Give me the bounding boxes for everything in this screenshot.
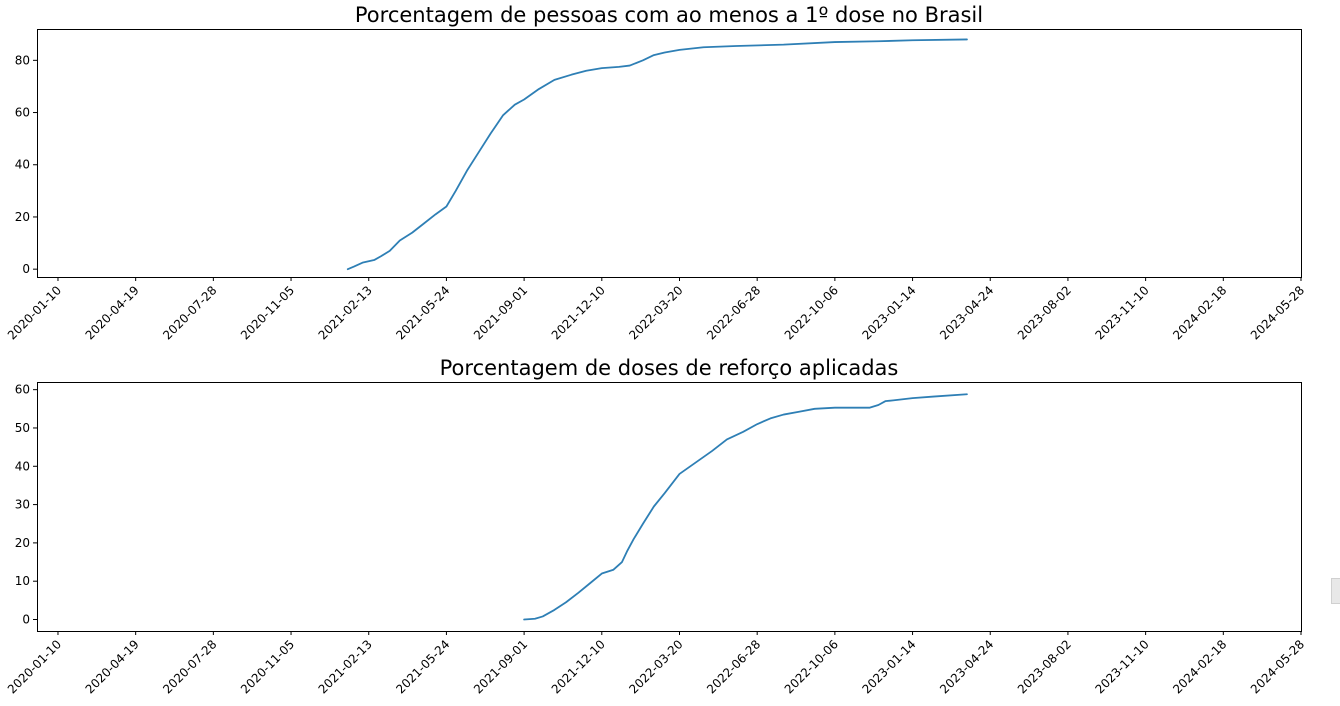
x-tick-label: 2020-04-19 — [83, 283, 142, 342]
y-axis: 0 10 20 30 40 50 60 — [15, 383, 37, 627]
x-tick-label: 2024-02-18 — [1170, 283, 1229, 342]
side-scroll-handle[interactable] — [1331, 578, 1340, 604]
x-tick-label: 2024-05-28 — [1248, 283, 1307, 342]
x-tick-label: 2020-07-28 — [160, 283, 219, 342]
y-tick-label: 60 — [15, 383, 30, 397]
chart-title: Porcentagem de pessoas com ao menos a 1º… — [355, 3, 983, 27]
y-axis: 0 20 40 60 80 — [15, 53, 37, 276]
x-tick-label: 2021-02-13 — [316, 637, 375, 696]
x-axis: 2020-01-10 2020-04-19 2020-07-28 2020-11-05… — [5, 277, 1307, 342]
series-line — [523, 393, 968, 621]
x-tick-label: 2021-02-13 — [316, 283, 375, 342]
y-tick-label: 30 — [15, 498, 30, 512]
x-tick-label: 2024-02-18 — [1170, 637, 1229, 696]
x-tick-label: 2022-06-28 — [704, 637, 763, 696]
x-tick-label: 2020-11-05 — [238, 283, 297, 342]
plot-area — [523, 393, 968, 621]
axes-frame — [37, 29, 1302, 278]
x-tick-label: 2022-03-20 — [626, 283, 685, 342]
y-tick-label: 20 — [15, 210, 30, 224]
chart-title: Porcentagem de doses de reforço aplicada… — [440, 356, 899, 380]
x-tick-label: 2023-08-02 — [1015, 283, 1074, 342]
y-tick-label: 10 — [15, 574, 30, 588]
x-tick-label: 2022-10-06 — [782, 637, 841, 696]
y-tick-label: 20 — [15, 536, 30, 550]
y-tick-label: 0 — [22, 262, 30, 276]
x-tick-label: 2021-12-10 — [549, 637, 608, 696]
x-tick-label: 2021-09-01 — [471, 637, 530, 696]
x-tick-label: 2021-12-10 — [549, 283, 608, 342]
x-tick-label: 2022-03-20 — [626, 637, 685, 696]
x-tick-label: 2023-01-14 — [859, 283, 918, 342]
x-tick-label: 2024-05-28 — [1248, 637, 1307, 696]
x-tick-label: 2021-05-24 — [393, 283, 452, 342]
x-tick-label: 2020-04-19 — [83, 637, 142, 696]
chart-booster: Porcentagem de doses de reforço aplicada… — [5, 356, 1307, 696]
x-tick-label: 2023-01-14 — [859, 637, 918, 696]
x-tick-label: 2022-10-06 — [782, 283, 841, 342]
x-tick-label: 2020-11-05 — [238, 637, 297, 696]
x-tick-label: 2020-01-10 — [5, 283, 64, 342]
x-tick-label: 2023-04-24 — [937, 283, 996, 342]
x-tick-label: 2023-08-02 — [1015, 637, 1074, 696]
y-tick-label: 40 — [15, 459, 30, 473]
x-tick-label: 2021-09-01 — [471, 283, 530, 342]
y-tick-label: 0 — [22, 613, 30, 627]
x-axis: 2020-01-10 2020-04-19 2020-07-28 2020-11-05… — [5, 631, 1307, 696]
plot-area — [346, 38, 968, 271]
x-tick-label: 2023-11-10 — [1093, 637, 1152, 696]
x-tick-label: 2020-01-10 — [5, 637, 64, 696]
x-tick-label: 2022-06-28 — [704, 283, 763, 342]
x-tick-label: 2023-04-24 — [937, 637, 996, 696]
y-tick-label: 50 — [15, 421, 30, 435]
axes-frame — [37, 382, 1302, 632]
x-tick-label: 2021-05-24 — [393, 637, 452, 696]
y-tick-label: 80 — [15, 53, 30, 67]
chart-first-dose: Porcentagem de pessoas com ao menos a 1º… — [5, 3, 1307, 342]
x-tick-label: 2023-11-10 — [1093, 283, 1152, 342]
y-tick-label: 60 — [15, 106, 30, 120]
series-line — [346, 38, 968, 271]
y-tick-label: 40 — [15, 158, 30, 172]
x-tick-label: 2020-07-28 — [160, 637, 219, 696]
